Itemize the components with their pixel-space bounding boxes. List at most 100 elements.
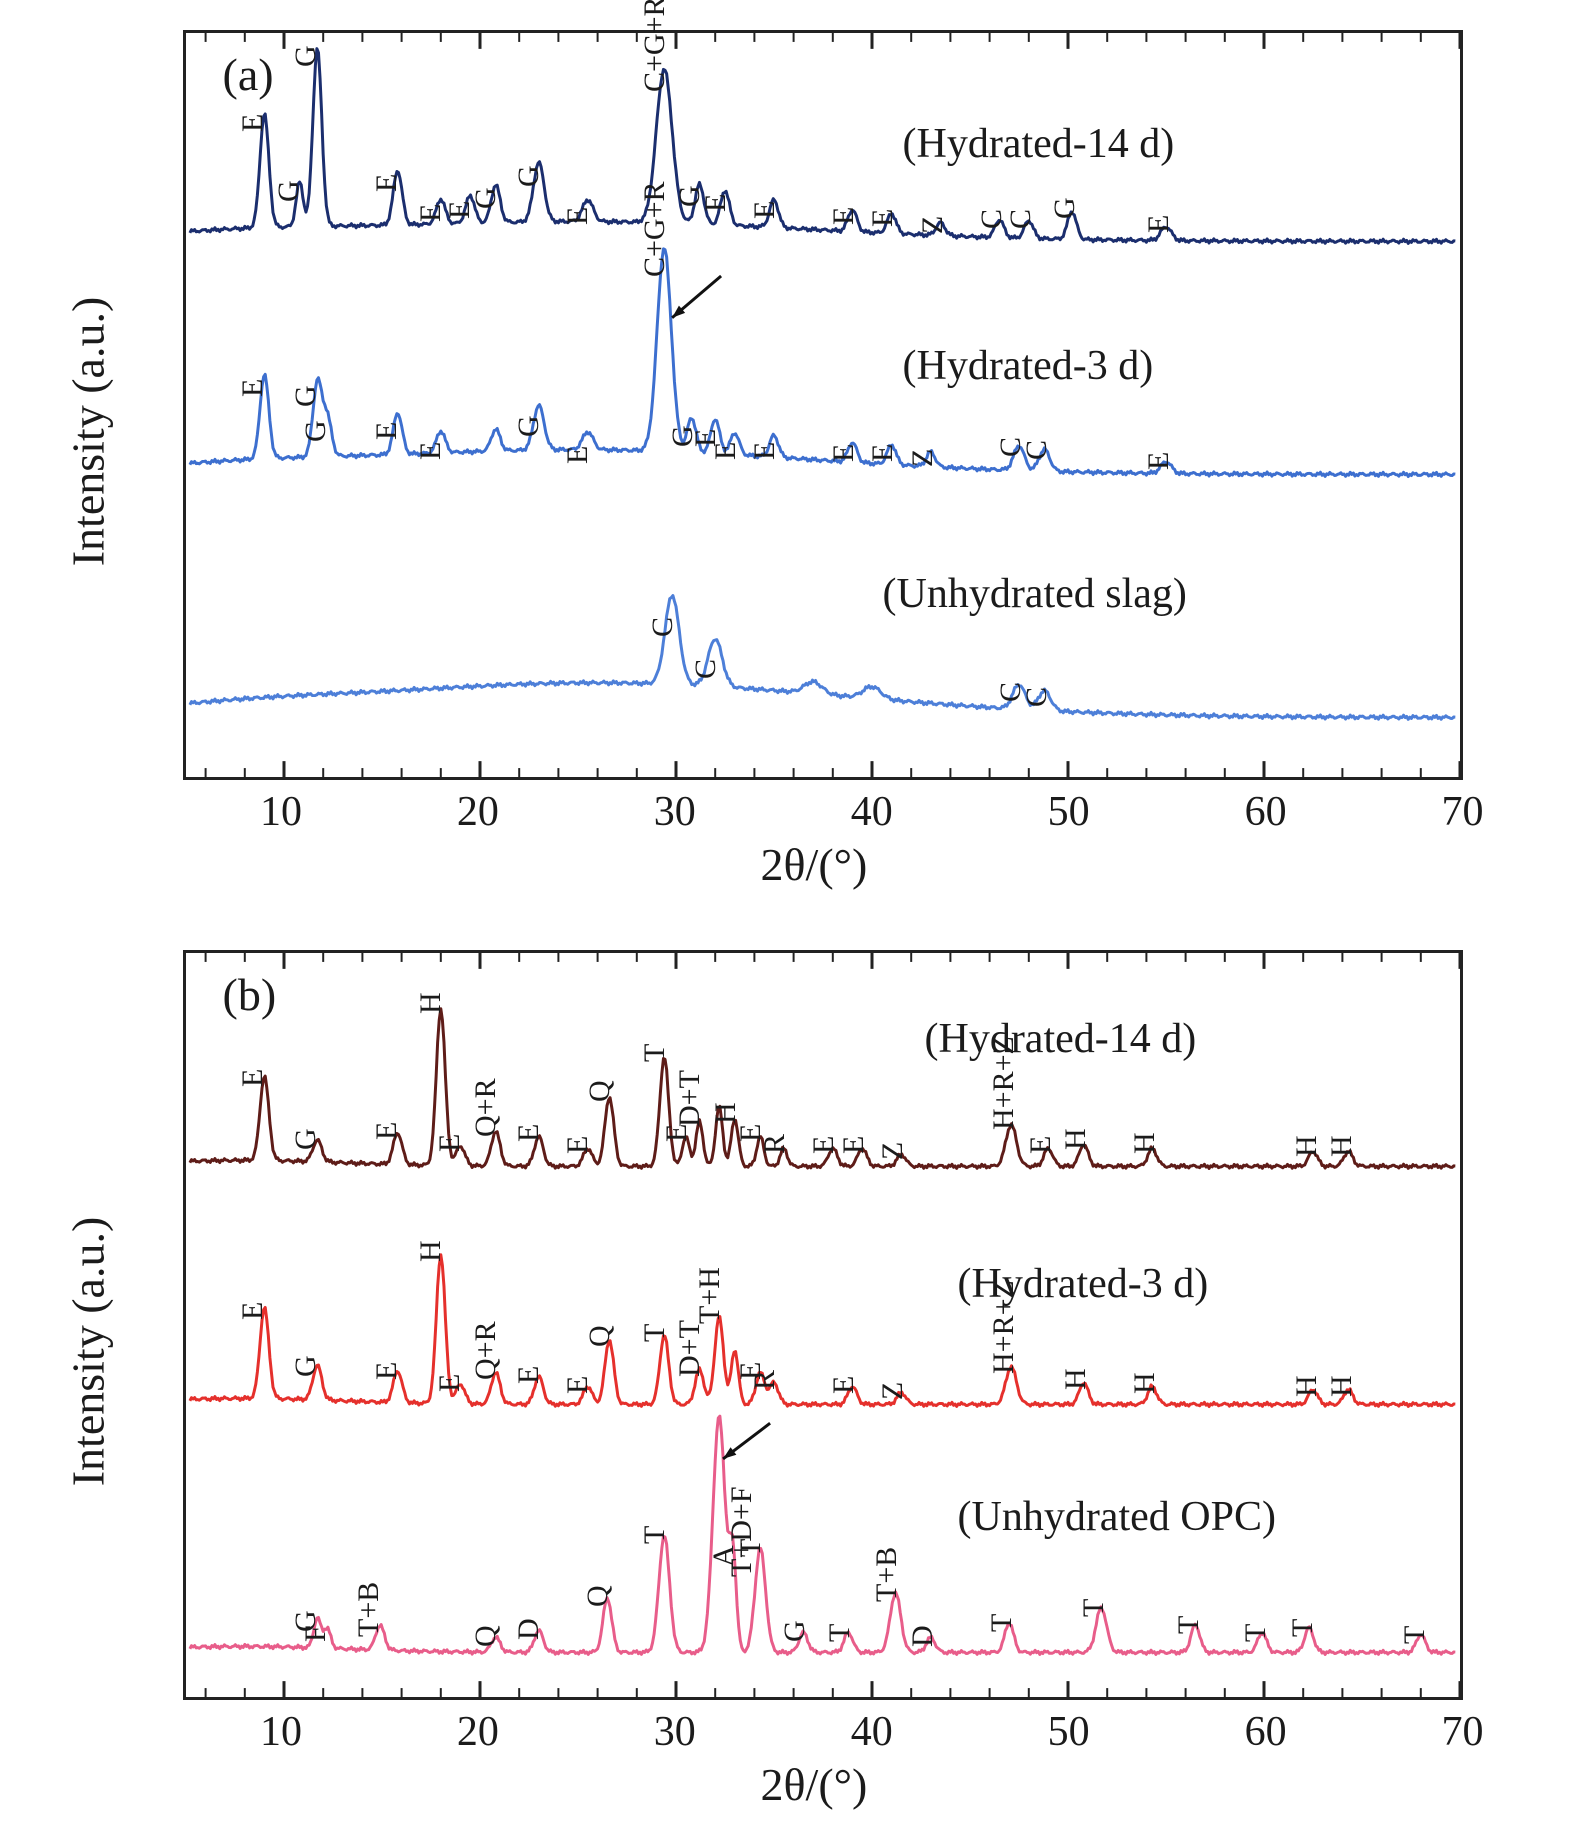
peak-label: Z — [916, 216, 950, 234]
peak-label: H — [1290, 1135, 1324, 1157]
xtick: 50 — [1048, 788, 1090, 836]
peak-label: H — [1128, 1372, 1162, 1394]
peak-label: Q — [583, 1080, 617, 1102]
peak-label: E — [370, 1362, 404, 1380]
peak-label: Z — [876, 1142, 910, 1160]
peak-label: E — [1142, 452, 1176, 470]
peak-label: D — [906, 1625, 940, 1647]
peak-label: D+T — [673, 1320, 707, 1377]
xtick: 70 — [1442, 1708, 1484, 1756]
peak-label: T — [1286, 1619, 1320, 1637]
peak-label: T+H — [693, 1267, 727, 1324]
peak-label: E — [748, 201, 782, 219]
peak-label: H — [1325, 1135, 1359, 1157]
ylabel-a: Intensity (a.u.) — [61, 297, 114, 567]
ylabel-b: Intensity (a.u.) — [61, 1217, 114, 1487]
xtick: 30 — [654, 788, 696, 836]
panel-b: Intensity (a.u.) (b) 2θ/(°) (Unhydrated … — [48, 940, 1528, 1820]
peak-label: T — [1398, 1626, 1432, 1644]
peak-label: T+B — [352, 1582, 386, 1637]
peak-label: G — [272, 180, 306, 202]
peak-label: Z — [876, 1382, 910, 1400]
curve-label-a-hydrated-14d: (Hydrated-14 d) — [903, 120, 1175, 168]
xtick: 60 — [1245, 1708, 1287, 1756]
peak-label: E — [512, 1366, 546, 1384]
peak-label: G — [512, 165, 546, 187]
peak-label: E — [561, 1376, 595, 1394]
peak-label: E — [433, 1134, 467, 1152]
xlabel-a: 2θ/(°) — [761, 838, 868, 891]
peak-label: H+R+Z — [987, 1280, 1021, 1374]
peak-label: E — [236, 1069, 270, 1087]
peak-label: E — [561, 207, 595, 225]
peak-label: E — [709, 442, 743, 460]
peak-label: E — [370, 422, 404, 440]
peak-label: E — [236, 379, 270, 397]
peak-label: C+G+R — [638, 181, 672, 277]
xtick: 10 — [260, 1708, 302, 1756]
peak-label: D — [512, 1618, 546, 1640]
peak-label: C — [646, 617, 680, 637]
peak-label: G — [289, 1355, 323, 1377]
peak-label: Q+R — [469, 1078, 503, 1137]
curve-label-a-unhydrated: (Unhydrated slag) — [883, 570, 1187, 618]
peak-label: E — [236, 114, 270, 132]
peak-label: H — [709, 1102, 743, 1124]
peak-label: T+B — [870, 1547, 904, 1602]
peak-label: C — [689, 659, 723, 679]
peak-label: E — [370, 174, 404, 192]
peak-label: G — [512, 415, 546, 437]
peak-label: E — [827, 444, 861, 462]
xtick: 40 — [851, 788, 893, 836]
peak-label: T — [638, 1324, 672, 1342]
peak-label: T — [1239, 1624, 1273, 1642]
peak-label: C — [1004, 209, 1038, 229]
peak-label: H — [1059, 1128, 1093, 1150]
curve-label-b-unhydrated: (Unhydrated OPC) — [958, 1493, 1276, 1541]
panel-a: Intensity (a.u.) (a) 2θ/(°) (Unhydrated … — [48, 20, 1528, 900]
peak-label: G — [289, 45, 323, 67]
spectrum-svg-a — [186, 33, 1460, 777]
peak-label: R — [758, 1134, 792, 1154]
peak-label: E — [512, 1124, 546, 1142]
peak-label: F — [299, 1625, 333, 1642]
xtick: 50 — [1048, 1708, 1090, 1756]
plot-area-a — [183, 30, 1463, 780]
xrd-curve-b-hydrated-3d — [189, 1255, 1454, 1407]
peak-label: H — [1128, 1132, 1162, 1154]
peak-label: Q — [469, 1625, 503, 1647]
peak-label: D+T — [673, 1070, 707, 1127]
xtick: 20 — [457, 1708, 499, 1756]
peak-label: T — [638, 1526, 672, 1544]
peak-label: T — [1172, 1616, 1206, 1634]
peak-label: G — [778, 1620, 812, 1642]
peak-label: G — [289, 1128, 323, 1150]
xrd-curve-a-hydrated-3d — [189, 249, 1454, 477]
peak-label: E — [561, 1136, 595, 1154]
peak-label: G — [289, 385, 323, 407]
peak-label: E — [370, 1122, 404, 1140]
peak-label: H — [414, 992, 448, 1014]
peak-label: R — [748, 1370, 782, 1390]
peak-label: T+D+F — [725, 1486, 759, 1577]
peak-label: E — [561, 446, 595, 464]
xtick: 10 — [260, 788, 302, 836]
peak-label: T — [823, 1624, 857, 1642]
peak-label: E — [1142, 215, 1176, 233]
peak-label: Q — [581, 1585, 615, 1607]
peak-label: C — [1020, 687, 1054, 707]
xrd-curve-a-hydrated-14d — [189, 49, 1454, 244]
peak-label: H — [1290, 1375, 1324, 1397]
peak-label: E — [236, 1302, 270, 1320]
peak-label: G — [299, 420, 333, 442]
curve-label-a-hydrated-3d: (Hydrated-3 d) — [903, 342, 1154, 390]
peak-label: C+G+R — [638, 0, 672, 92]
peak-label: C — [1020, 440, 1054, 460]
peak-label: H+R+Z — [987, 1036, 1021, 1130]
peak-label: E — [866, 444, 900, 462]
peak-label: T — [638, 1044, 672, 1062]
peak-label: E — [866, 209, 900, 227]
peak-label: H — [1059, 1368, 1093, 1390]
peak-label: E — [827, 207, 861, 225]
peak-label: T — [985, 1614, 1019, 1632]
